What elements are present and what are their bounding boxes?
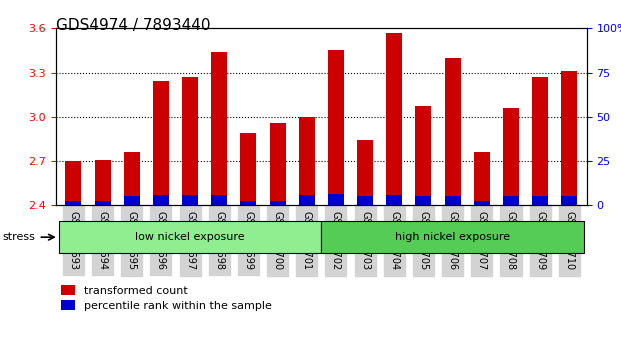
Bar xyxy=(474,201,490,205)
Bar xyxy=(328,51,344,205)
Bar xyxy=(94,160,111,205)
Bar xyxy=(124,196,140,205)
Bar xyxy=(65,201,81,205)
Bar xyxy=(386,33,402,205)
Bar xyxy=(415,107,432,205)
Bar xyxy=(65,161,81,205)
Bar xyxy=(503,108,519,205)
Bar xyxy=(474,152,490,205)
Bar xyxy=(357,196,373,205)
Legend: transformed count, percentile rank within the sample: transformed count, percentile rank withi… xyxy=(61,285,271,311)
Bar xyxy=(124,152,140,205)
Bar xyxy=(211,195,227,205)
Bar xyxy=(445,58,461,205)
Bar xyxy=(357,141,373,205)
Bar xyxy=(299,195,315,205)
Bar xyxy=(445,196,461,205)
Bar xyxy=(299,117,315,205)
Bar xyxy=(328,194,344,205)
Bar xyxy=(211,52,227,205)
Text: GDS4974 / 7893440: GDS4974 / 7893440 xyxy=(56,18,211,33)
Text: stress: stress xyxy=(2,232,35,242)
Bar xyxy=(94,201,111,205)
Bar xyxy=(503,196,519,205)
Text: low nickel exposure: low nickel exposure xyxy=(135,232,245,242)
Text: high nickel exposure: high nickel exposure xyxy=(395,232,510,242)
Bar xyxy=(270,201,286,205)
Bar xyxy=(182,195,198,205)
Bar xyxy=(532,196,548,205)
Bar xyxy=(59,221,321,253)
Bar xyxy=(153,81,169,205)
Bar xyxy=(386,195,402,205)
Bar xyxy=(240,133,256,205)
Bar xyxy=(182,77,198,205)
Bar xyxy=(270,123,286,205)
Bar xyxy=(153,195,169,205)
Bar xyxy=(561,71,578,205)
Bar xyxy=(561,196,578,205)
Bar xyxy=(415,196,432,205)
Bar xyxy=(322,221,584,253)
Bar xyxy=(532,77,548,205)
Bar xyxy=(240,201,256,205)
